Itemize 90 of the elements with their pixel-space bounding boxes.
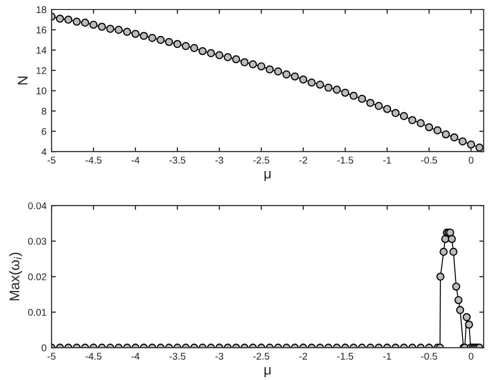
x-tick-label: -4 bbox=[132, 156, 140, 164]
x-tick-label: -1.5 bbox=[337, 156, 354, 164]
x-tick-label: -1 bbox=[383, 156, 391, 164]
x-tick-label: 0 bbox=[468, 352, 474, 360]
x-tick-label: -3 bbox=[215, 352, 224, 360]
x-tick-label: -2.5 bbox=[253, 156, 270, 164]
point bbox=[140, 32, 148, 40]
point bbox=[433, 126, 442, 134]
point bbox=[56, 14, 64, 23]
point bbox=[450, 133, 458, 142]
y-tick-label: 0.03 bbox=[28, 238, 46, 245]
y-axis-title: N bbox=[18, 76, 28, 84]
x-tick-label: -3.5 bbox=[169, 156, 186, 164]
y-tick-label: 0.01 bbox=[28, 308, 46, 316]
x-tick-label: -1 bbox=[383, 352, 391, 360]
point bbox=[475, 144, 484, 152]
point bbox=[206, 49, 215, 58]
x-tick-label: -2 bbox=[299, 156, 308, 164]
point bbox=[148, 34, 156, 42]
point bbox=[400, 112, 408, 120]
point bbox=[458, 137, 467, 146]
x-tick-label: -5 bbox=[48, 156, 56, 164]
point bbox=[308, 78, 316, 87]
point bbox=[123, 28, 132, 36]
point bbox=[358, 94, 366, 103]
point bbox=[64, 16, 72, 24]
x-tick-label: -0.5 bbox=[421, 352, 438, 360]
point bbox=[416, 119, 425, 128]
point bbox=[131, 30, 140, 38]
point bbox=[98, 22, 106, 31]
point bbox=[274, 67, 282, 76]
y-tick-label: 18 bbox=[36, 6, 46, 14]
point bbox=[408, 116, 416, 124]
point bbox=[190, 44, 198, 52]
point bbox=[248, 60, 257, 68]
point bbox=[341, 88, 350, 97]
x-tick-label: -2 bbox=[299, 352, 308, 360]
point bbox=[114, 26, 123, 34]
point bbox=[467, 140, 476, 149]
point bbox=[425, 123, 434, 132]
point bbox=[173, 40, 182, 48]
x-tick-label: -5 bbox=[48, 352, 56, 360]
y-tick-label: 0 bbox=[42, 344, 46, 352]
x-tick-label: -2.5 bbox=[253, 352, 270, 360]
point bbox=[374, 102, 383, 110]
x-tick-label: -4 bbox=[132, 352, 140, 360]
point bbox=[350, 92, 358, 100]
point bbox=[224, 53, 232, 62]
point bbox=[266, 65, 274, 74]
point bbox=[156, 36, 165, 44]
y-tick-label: 6 bbox=[42, 128, 46, 135]
point bbox=[81, 18, 90, 27]
point bbox=[72, 18, 81, 26]
point bbox=[257, 62, 266, 70]
x-tick-label: -1.5 bbox=[337, 352, 354, 360]
point bbox=[215, 51, 224, 60]
x-tick-label: -0.5 bbox=[421, 156, 438, 164]
x-tick-label: -4.5 bbox=[86, 156, 102, 164]
point bbox=[232, 55, 240, 64]
x-tick-label: 0 bbox=[468, 156, 474, 164]
y-tick-label: 16 bbox=[36, 26, 46, 34]
y-tick-label: 8 bbox=[42, 108, 46, 115]
x-tick-label: -3.5 bbox=[169, 352, 186, 360]
point bbox=[282, 70, 290, 78]
point bbox=[392, 109, 400, 118]
point bbox=[182, 42, 190, 50]
point bbox=[290, 72, 299, 81]
y-tick-label: 12 bbox=[36, 67, 46, 74]
y-tick-label: 0.02 bbox=[28, 273, 46, 280]
point bbox=[164, 38, 174, 46]
point bbox=[316, 80, 324, 89]
y-axis-title: Max(ω$_{i}$) bbox=[9, 252, 22, 300]
point bbox=[240, 58, 249, 66]
x-axis-title: μ bbox=[264, 367, 271, 378]
x-tick-label: -3 bbox=[215, 156, 224, 164]
point bbox=[332, 86, 341, 94]
x-axis-title: μ bbox=[264, 171, 271, 182]
y-tick-label: 10 bbox=[36, 87, 46, 94]
x-tick-label: -4.5 bbox=[86, 352, 102, 360]
point bbox=[198, 47, 207, 56]
point bbox=[324, 84, 332, 92]
point bbox=[383, 104, 392, 113]
point bbox=[442, 130, 450, 138]
y-tick-label: 0.04 bbox=[28, 202, 46, 210]
point bbox=[299, 76, 308, 84]
point bbox=[366, 98, 374, 107]
point bbox=[106, 24, 114, 33]
y-tick-label: 4 bbox=[42, 148, 46, 156]
y-tick-label: 14 bbox=[36, 46, 46, 54]
point bbox=[89, 20, 98, 29]
